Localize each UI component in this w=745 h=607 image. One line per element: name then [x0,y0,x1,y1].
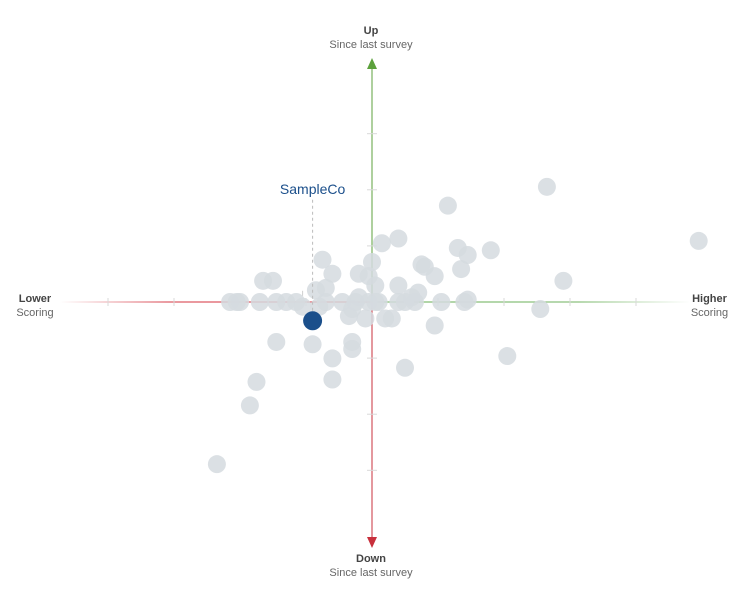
data-points [207,177,708,474]
data-point [389,276,408,295]
data-point [267,332,286,351]
highlight-point [303,311,323,331]
highlight-label: SampleCo [280,181,346,197]
data-point [310,297,329,316]
down-axis-title: Down [356,553,386,565]
data-point [554,271,573,290]
data-point [363,253,381,272]
down-axis-label: Down Since last survey [311,552,431,580]
left-axis-subtitle: Scoring [16,307,54,319]
data-point [369,293,388,311]
data-point [264,271,282,290]
up-axis-title: Up [363,25,379,37]
data-point [396,358,414,377]
data-point [303,335,322,354]
highlight-layer: SampleCo [280,181,346,331]
data-point [432,293,451,311]
left-axis-title: Lower [18,293,52,305]
up-axis-subtitle: Since last survey [329,39,413,51]
data-point [531,300,550,319]
data-point [306,281,325,300]
up-arrow-icon [367,58,377,69]
data-point [455,293,474,311]
data-point [231,293,249,311]
right-axis-title: Higher [692,293,727,305]
data-point [356,309,375,328]
data-point [207,455,226,474]
data-point [313,250,332,269]
data-point [323,349,342,368]
data-point [240,396,259,415]
data-point [425,316,444,335]
right-axis-subtitle: Scoring [690,307,729,319]
data-point [425,267,444,286]
right-axis-label: Higher Scoring [672,292,745,320]
data-point [438,196,457,215]
data-point [366,276,385,295]
data-point [293,297,312,316]
left-axis-line [60,301,372,303]
data-point [405,293,424,311]
data-point [689,231,708,250]
data-point [323,264,342,283]
data-point [250,293,269,311]
data-point [382,309,401,328]
data-point [343,340,362,358]
data-point [339,307,358,326]
left-axis-label: Lower Scoring [0,292,70,320]
data-point [452,260,471,279]
data-point [247,372,266,391]
up-axis-label: Up Since last survey [311,24,431,52]
data-point [458,246,477,264]
down-axis-subtitle: Since last survey [329,567,413,579]
right-axis-line [372,301,690,303]
data-point [372,234,391,253]
data-point [481,241,500,260]
down-arrow-icon [367,537,377,548]
data-point [498,347,517,366]
data-point [323,370,342,389]
data-point [389,229,408,248]
data-point [537,177,556,196]
